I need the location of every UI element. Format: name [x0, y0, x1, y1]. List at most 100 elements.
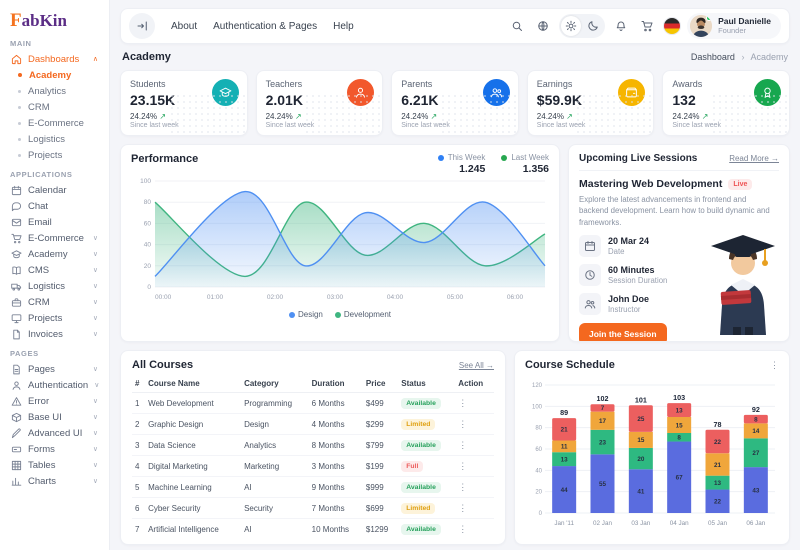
svg-text:02:00: 02:00 [267, 294, 284, 301]
chevron-down-icon: ∨ [94, 382, 100, 389]
svg-text:25: 25 [637, 416, 645, 423]
svg-text:03:00: 03:00 [327, 294, 344, 301]
table-row: 2 Graphic Design Design 4 Months $299 Limited… [132, 413, 494, 435]
row-action-menu-button[interactable]: ⋮ [458, 502, 468, 513]
sidebar-item-analytics[interactable]: Analytics [8, 83, 101, 99]
breadcrumb-row: Academy Dashboard › Academy [122, 51, 788, 63]
globe-button[interactable] [531, 14, 555, 38]
bullet-icon [18, 105, 21, 109]
sidebar-item-error[interactable]: Error ∨ [8, 393, 101, 409]
row-action-menu-button[interactable]: ⋮ [458, 397, 468, 408]
chevron-down-icon: ∨ [92, 299, 98, 306]
breadcrumb-separator: › [741, 52, 745, 62]
svg-text:23: 23 [599, 439, 607, 446]
see-all-link[interactable]: See All → [458, 360, 494, 370]
svg-text:8: 8 [677, 435, 681, 442]
sidebar-section-pages: PAGES [10, 349, 39, 358]
breadcrumb-current: Academy [750, 52, 788, 62]
sidebar-item-calendar[interactable]: Calendar [8, 182, 101, 198]
chevron-down-icon: ∨ [92, 462, 98, 469]
sidebar-item-crm[interactable]: CRM [8, 99, 101, 115]
sidebar-item-logistics[interactable]: Logistics [8, 131, 101, 147]
development-dot-icon [334, 311, 341, 318]
course-schedule-title: Course Schedule [525, 359, 615, 371]
svg-text:05:00: 05:00 [447, 294, 464, 301]
user-icon [354, 86, 367, 99]
svg-text:13: 13 [714, 480, 722, 487]
sidebar-item-pages[interactable]: Pages ∨ [8, 361, 101, 377]
nav-menu-help[interactable]: Help [333, 20, 354, 32]
sidebar-item-authentication[interactable]: Authentication ∨ [8, 377, 101, 393]
search-button[interactable] [505, 14, 529, 38]
courses-table: # Course Name Category Duration Price St… [132, 375, 494, 539]
nav-menu-authentication-pages[interactable]: Authentication & Pages [213, 20, 318, 32]
row-action-menu-button[interactable]: ⋮ [458, 439, 468, 450]
read-more-link[interactable]: Read More → [729, 154, 779, 163]
chevron-up-icon: ∧ [92, 56, 98, 63]
sidebar-item-dashboards[interactable]: Dashboards ∧ [8, 51, 101, 67]
user-profile-button[interactable]: Paul Danielle Founder [687, 13, 781, 39]
stat-card-parents: Parents 6.21K 24.24% ↗ Since last week [391, 70, 519, 136]
sidebar-item-base-ui[interactable]: Base UI ∨ [8, 409, 101, 425]
award-icon [753, 79, 781, 106]
sidebar-item-academy[interactable]: Academy [8, 67, 101, 83]
language-flag-germany-icon[interactable] [663, 17, 682, 35]
svg-text:0: 0 [539, 511, 543, 517]
row-action-menu-button[interactable]: ⋮ [458, 460, 468, 471]
brand-logo[interactable]: FabKin [10, 10, 67, 31]
sidebar-item-crm[interactable]: CRM ∨ [8, 294, 101, 310]
svg-text:06:00: 06:00 [507, 294, 524, 301]
calendar-icon [579, 234, 601, 257]
sidebar-item-cms[interactable]: CMS ∨ [8, 262, 101, 278]
stat-card-students: Students 23.15K 24.24% ↗ Since last week [120, 70, 248, 136]
sidebar-item-tables[interactable]: Tables ∨ [8, 457, 101, 473]
bell-icon [615, 20, 627, 32]
sun-button[interactable] [561, 16, 582, 36]
top-navbar: About Authentication & Pages Help [120, 8, 790, 44]
session-description: Explore the latest advancements in front… [579, 195, 770, 227]
live-sessions-card: Upcoming Live Sessions Read More → Maste… [568, 144, 790, 342]
svg-text:15: 15 [637, 437, 645, 444]
sidebar-item-email[interactable]: Email [8, 214, 101, 230]
session-details: 20 Mar 24 Date 60 Minutes Session Duration J… [579, 234, 779, 315]
svg-text:17: 17 [599, 418, 607, 425]
nav-menu-about[interactable]: About [171, 20, 198, 32]
row-action-menu-button[interactable]: ⋮ [458, 418, 468, 429]
svg-text:80: 80 [535, 426, 542, 432]
sidebar-item-academy[interactable]: Academy ∨ [8, 246, 101, 262]
sidebar-item-projects[interactable]: Projects ∨ [8, 310, 101, 326]
svg-text:01:00: 01:00 [207, 294, 224, 301]
sidebar-item-invoices[interactable]: Invoices ∨ [8, 326, 101, 342]
sidebar-item-advanced-ui[interactable]: Advanced UI ∨ [8, 425, 101, 441]
sidebar-item-chat[interactable]: Chat [8, 198, 101, 214]
dashboards-submenu: Academy Analytics CRM E-Commerce Logistics Pr… [8, 67, 101, 163]
sidebar-item-logistics[interactable]: Logistics ∨ [8, 278, 101, 294]
users-icon [482, 79, 510, 106]
sidebar-toggle-button[interactable] [129, 13, 155, 39]
bullet-icon [18, 73, 22, 77]
sidebar-item-e-commerce[interactable]: E-Commerce ∨ [8, 230, 101, 246]
breadcrumb-root[interactable]: Dashboard [690, 52, 735, 62]
chevron-down-icon: ∨ [92, 446, 98, 453]
cart-button[interactable] [635, 14, 659, 38]
svg-text:03 Jan: 03 Jan [631, 520, 650, 527]
status-badge: Full [401, 460, 424, 472]
row-action-menu-button[interactable]: ⋮ [458, 523, 468, 534]
monitor-icon [11, 313, 22, 324]
sidebar-item-projects[interactable]: Projects [8, 147, 101, 163]
bell-button[interactable] [609, 14, 633, 38]
join-session-button[interactable]: Join the Session [579, 322, 667, 341]
schedule-menu-button[interactable]: ⋮ [770, 359, 779, 370]
sidebar-item-e-commerce[interactable]: E-Commerce [8, 115, 101, 131]
sidebar-item-charts[interactable]: Charts ∨ [8, 473, 101, 489]
row-action-menu-button[interactable]: ⋮ [458, 481, 468, 492]
moon-button[interactable] [583, 16, 603, 36]
all-courses-card: All Courses See All → # Course Name Cate… [120, 350, 506, 545]
design-dot-icon [288, 311, 295, 318]
user-name: Paul Danielle [718, 15, 771, 26]
table-row: 1 Web Development Programming 6 Months $499 A… [132, 392, 494, 414]
svg-text:78: 78 [714, 420, 722, 429]
clock-icon [584, 269, 596, 281]
sidebar-item-forms[interactable]: Forms ∨ [8, 441, 101, 457]
page-title: Academy [122, 51, 171, 63]
